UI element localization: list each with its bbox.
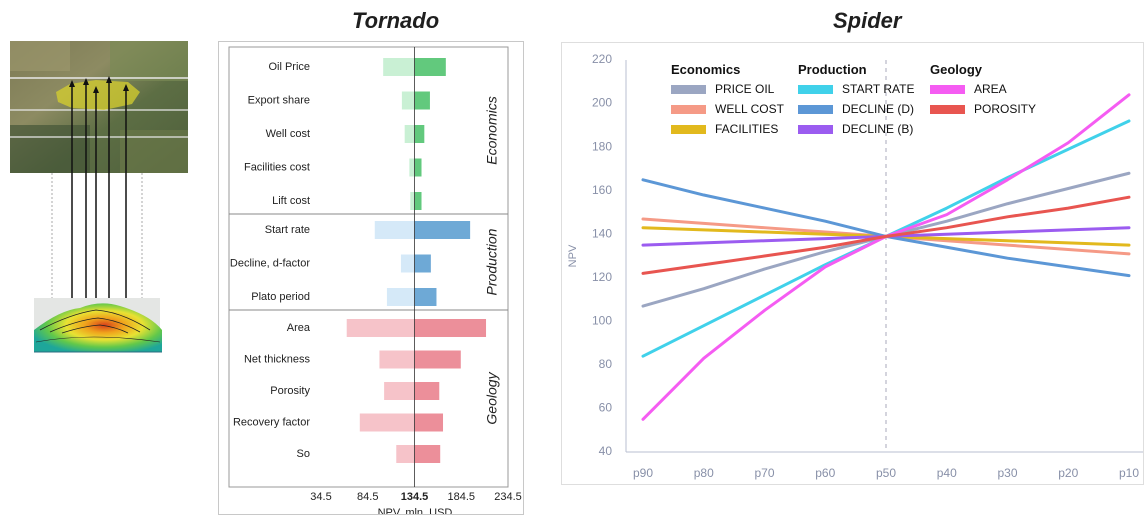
tornado-x-tick: 84.5	[357, 491, 378, 503]
spider-x-tick: p60	[815, 466, 835, 480]
tornado-plot-border	[228, 46, 509, 488]
tornado-x-tick: 234.5	[494, 491, 522, 503]
spider-y-tick: 100	[592, 314, 612, 328]
spider-y-tick: 220	[592, 52, 612, 66]
spider-legend-label: AREA	[974, 82, 1007, 96]
tornado-category-label: Facilities cost	[244, 161, 310, 173]
tornado-category-label: Lift cost	[272, 195, 310, 207]
tornado-category-label: So	[297, 448, 310, 460]
tornado-bar-low	[359, 413, 415, 432]
spider-y-tick: 200	[592, 96, 612, 110]
spider-legend-label: DECLINE (B)	[842, 122, 913, 136]
spider-chart-frame: 40 60 80 100 120 140 160 180 200 220 NPV p90 p80 p70 p…	[561, 42, 1144, 485]
tornado-group-label: Production	[484, 228, 500, 295]
spider-series-line	[641, 195, 1131, 275]
tornado-category-label: Net thickness	[244, 353, 311, 365]
tornado-bar-high	[414, 350, 461, 369]
spider-y-tick: 180	[592, 139, 612, 153]
tornado-bar-high	[414, 445, 441, 463]
reservoir-model	[34, 298, 162, 353]
spider-legend-swatch	[798, 125, 833, 134]
tornado-bar-low	[383, 58, 415, 76]
tornado-bar-high	[414, 319, 487, 337]
tornado-bar-low	[379, 350, 415, 369]
spider-legend-label: DECLINE (D)	[842, 102, 914, 116]
tornado-category-label: Porosity	[270, 385, 310, 397]
spider-x-tick: p70	[754, 466, 774, 480]
spider-legend-swatch	[930, 85, 965, 94]
tornado-bar-high	[414, 58, 446, 76]
tornado-bar-low	[384, 382, 415, 400]
tornado-category-label: Export share	[248, 94, 310, 106]
spider-legend-swatch	[798, 85, 833, 94]
tornado-bar-low	[409, 158, 415, 177]
tornado-bar-low	[404, 125, 415, 143]
spider-y-tick: 140	[592, 226, 612, 240]
tornado-bar-high	[414, 192, 422, 210]
tornado-bar-high	[414, 158, 422, 177]
tornado-category-label: Start rate	[265, 224, 310, 236]
spider-y-tick: 120	[592, 270, 612, 284]
tornado-bar-high	[414, 221, 471, 239]
spider-legend-label: START RATE	[842, 82, 914, 96]
tornado-chart: Economics Oil Price Export share Well cost F…	[228, 46, 522, 519]
spider-y-tick: 160	[592, 183, 612, 197]
spider-x-tick: p90	[633, 466, 653, 480]
spider-legend-label: PRICE OIL	[715, 82, 775, 96]
spider-legend-group: Geology	[930, 62, 983, 77]
reservoir-illustration	[10, 41, 188, 353]
satellite-map	[10, 41, 188, 173]
spider-legend-label: POROSITY	[974, 102, 1036, 116]
tornado-bar-high	[414, 382, 440, 400]
tornado-bar-low	[401, 91, 415, 110]
tornado-bar-low	[346, 319, 415, 337]
tornado-category-label: Area	[287, 322, 311, 334]
tornado-x-tick: 184.5	[447, 491, 475, 503]
tornado-x-axis-label: NPV, mln. USD	[378, 507, 453, 514]
spider-x-tick: p30	[997, 466, 1017, 480]
spider-legend-swatch	[671, 105, 706, 114]
spider-x-tick: p50	[876, 466, 896, 480]
tornado-category-label: Oil Price	[268, 61, 310, 73]
spider-legend-swatch	[671, 125, 706, 134]
spider-y-tick: 80	[599, 357, 613, 371]
spider-y-axis-label: NPV	[567, 244, 579, 267]
tornado-bar-low	[386, 288, 415, 306]
tornado-category-label: Recovery factor	[233, 416, 310, 428]
tornado-bar-low	[410, 192, 415, 210]
spider-legend-swatch	[930, 105, 965, 114]
tornado-bar-high	[414, 288, 437, 306]
spider-legend-label: FACILITIES	[715, 122, 778, 136]
tornado-category-label: Plato period	[251, 291, 310, 303]
spider-title: Spider	[833, 8, 902, 33]
spider-x-tick: p10	[1119, 466, 1139, 480]
spider-x-tick: p20	[1058, 466, 1078, 480]
tornado-x-tick: 34.5	[310, 491, 331, 503]
spider-legend-label: WELL COST	[715, 102, 785, 116]
tornado-bar-high	[414, 91, 430, 110]
spider-legend-swatch	[671, 85, 706, 94]
spider-legend-swatch	[798, 105, 833, 114]
spider-y-tick: 60	[599, 401, 613, 415]
tornado-group-label: Geology	[484, 371, 500, 424]
tornado-bar-high	[414, 254, 431, 273]
tornado-category-label: Decline, d-factor	[230, 257, 310, 269]
spider-legend-group: Economics	[671, 62, 740, 77]
tornado-bar-low	[374, 221, 415, 239]
tornado-bar-low	[396, 445, 415, 463]
tornado-title: Tornado	[352, 8, 440, 33]
tornado-group-label: Economics	[484, 96, 500, 164]
well-lines	[71, 80, 127, 330]
spider-legend-group: Production	[798, 62, 867, 77]
tornado-x-tick: 134.5	[401, 491, 429, 503]
spider-y-tick: 40	[599, 444, 613, 458]
tornado-bar-high	[414, 413, 444, 432]
tornado-category-label: Well cost	[266, 128, 310, 140]
tornado-bar-low	[400, 254, 415, 273]
tornado-chart-frame: Economics Oil Price Export share Well cost F…	[218, 41, 524, 519]
spider-x-tick: p80	[694, 466, 714, 480]
spider-chart: 40 60 80 100 120 140 160 180 200 220 NPV p90 p80 p70 p…	[567, 52, 1143, 480]
spider-x-tick: p40	[937, 466, 957, 480]
tornado-bar-high	[414, 125, 425, 143]
